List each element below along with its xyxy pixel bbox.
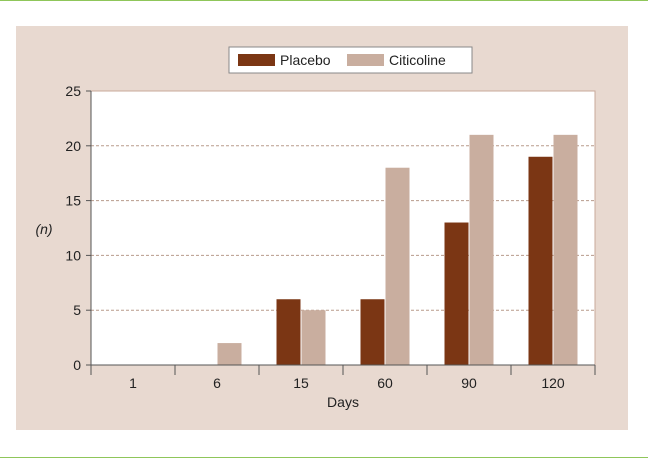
top-rule: [0, 0, 648, 1]
bar-citicoline-6: [217, 343, 242, 365]
y-tick-label: 0: [73, 357, 81, 373]
x-axis-label: Days: [327, 394, 359, 410]
bar-citicoline-120: [553, 134, 578, 365]
y-tick-labels: 0 5 10 15 20 25: [65, 83, 81, 373]
x-tick-label: 1: [129, 375, 137, 391]
bar-placebo-120: [528, 156, 553, 365]
bar-citicoline-60: [385, 167, 410, 365]
y-tick-label: 15: [65, 193, 81, 209]
x-tick-label: 6: [213, 375, 221, 391]
y-axis-label: (n): [35, 221, 52, 237]
plot-area: [90, 90, 596, 366]
gridlines: [91, 145, 595, 311]
legend-swatch-citicoline: [347, 54, 384, 66]
bar-placebo-60: [360, 299, 385, 365]
legend: Placebo Citicoline: [228, 46, 473, 74]
legend-swatch-placebo: [238, 54, 275, 66]
x-tick-label: 90: [461, 375, 477, 391]
bar-citicoline-15: [301, 310, 326, 365]
bar-citicoline-90: [469, 134, 494, 365]
axes: [86, 90, 596, 375]
bar-placebo-15: [276, 299, 301, 365]
x-tick-label: 15: [293, 375, 309, 391]
y-tick-label: 20: [65, 138, 81, 154]
legend-label-placebo: Placebo: [280, 52, 331, 68]
x-tick-labels: 1 6 15 60 90 120: [129, 375, 565, 391]
legend-label-citicoline: Citicoline: [389, 52, 446, 68]
bars: [217, 134, 578, 365]
y-tick-label: 5: [73, 302, 81, 318]
y-tick-label: 10: [65, 247, 81, 263]
x-tick-label: 120: [541, 375, 565, 391]
x-tick-label: 60: [377, 375, 393, 391]
bottom-rule: [0, 457, 648, 458]
y-tick-label: 25: [65, 83, 81, 99]
bar-placebo-90: [444, 222, 469, 365]
